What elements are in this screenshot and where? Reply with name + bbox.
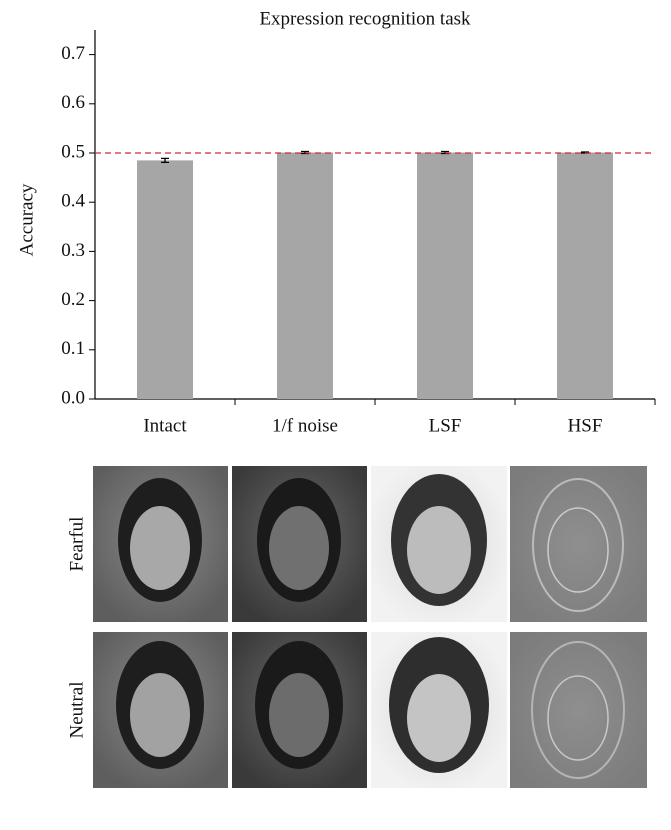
face-images: Fearful Neutral — [66, 466, 647, 788]
y-axis-label: Accuracy — [16, 183, 37, 256]
y-tick-label: 0.5 — [61, 141, 85, 162]
outline — [547, 507, 609, 593]
x-tick-label: LSF — [429, 415, 462, 436]
bar — [137, 160, 193, 399]
x-tick-label: Intact — [143, 415, 187, 436]
outline — [532, 478, 624, 612]
bar — [277, 152, 333, 399]
row — [93, 632, 647, 788]
row-label: Neutral — [66, 682, 87, 739]
chart-title: Expression recognition task — [259, 8, 471, 29]
outline — [531, 641, 625, 779]
row-label: Fearful — [66, 517, 87, 572]
outline — [547, 675, 609, 761]
error-bar — [161, 157, 169, 163]
face — [407, 506, 471, 594]
bar — [417, 152, 473, 399]
x-tick-label: HSF — [568, 415, 603, 436]
face — [269, 506, 329, 590]
image — [510, 466, 647, 622]
y-tick-label: 0.4 — [61, 191, 85, 212]
y-tick-label: 0.7 — [61, 43, 85, 64]
image — [510, 632, 647, 788]
y-tick-label: 0.2 — [61, 289, 85, 310]
x-tick-label: 1/f noise — [272, 415, 338, 436]
face — [130, 673, 190, 757]
row — [93, 466, 647, 622]
y-tick-label: 0.3 — [61, 240, 85, 261]
y-tick-label: 0.0 — [61, 387, 85, 408]
y-tick-label: 0.6 — [61, 92, 85, 113]
face — [407, 674, 471, 762]
face — [130, 506, 190, 590]
bar — [557, 152, 613, 399]
face — [269, 673, 329, 757]
y-tick-label: 0.1 — [61, 338, 85, 359]
